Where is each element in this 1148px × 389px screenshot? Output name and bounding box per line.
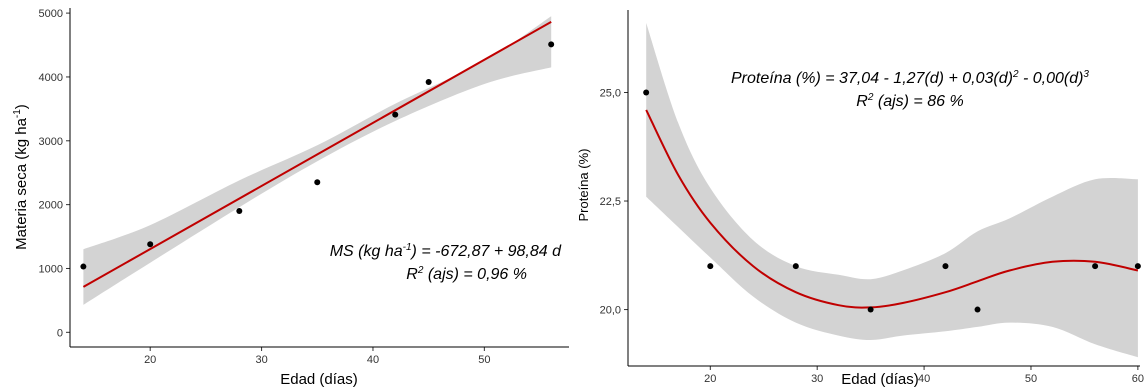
left-r-squared: R2 (ajs) = 0,96 % (406, 265, 527, 283)
left-fit-line (82, 21, 552, 288)
data-point (548, 41, 555, 48)
right-confidence-band (646, 23, 1138, 358)
x-tick-label: 20 (704, 373, 716, 385)
y-tick-label: 3000 (39, 136, 63, 148)
y-tick-label: 4000 (39, 72, 63, 84)
left-y-axis-title: Materia seca (kg ha-1) (12, 104, 30, 250)
data-point (707, 263, 714, 270)
y-tick-label: 20,0 (600, 305, 621, 317)
right-y-axis-title: Proteína (%) (576, 149, 591, 222)
right-fit-line (645, 109, 1139, 309)
data-point (236, 208, 243, 215)
y-tick-label: 2000 (39, 200, 63, 212)
y-tick-label: 25,0 (600, 87, 621, 99)
data-point (392, 111, 399, 118)
left-points (80, 41, 555, 270)
right-x-axis-title: Edad (días) (841, 371, 919, 388)
y-tick-label: 5000 (39, 8, 63, 20)
right-equation: Proteína (%) = 37,04 - 1,27(d) + 0,03(d)… (731, 69, 1089, 87)
x-tick-label: 50 (1025, 373, 1037, 385)
y-tick-label: 0 (57, 327, 63, 339)
x-tick-label: 30 (811, 373, 823, 385)
x-tick-label: 30 (255, 354, 267, 366)
right-x-ticks: 20 30 40 50 60 (704, 366, 1144, 385)
data-point (80, 263, 87, 270)
data-point (147, 241, 154, 248)
data-point (974, 306, 981, 313)
left-equation: MS (kg ha-1) = -672,87 + 98,84 d (330, 242, 562, 260)
data-point (867, 306, 874, 313)
left-x-ticks: 20 30 40 50 (144, 347, 490, 366)
data-point (425, 79, 432, 86)
data-point (1134, 263, 1141, 270)
left-y-ticks: 0 1000 2000 3000 4000 5000 (39, 8, 70, 339)
right-r-squared: R2 (ajs) = 86 % (856, 92, 963, 110)
right-points (643, 89, 1141, 313)
x-tick-label: 60 (1132, 373, 1144, 385)
data-point (314, 179, 321, 186)
left-confidence-band (83, 16, 552, 305)
chart-right: 20 30 40 50 60 20,0 22,5 25,0 Edad (días) Prot… (576, 10, 1144, 388)
data-point (643, 89, 650, 96)
data-point (1092, 263, 1099, 270)
data-point (792, 263, 799, 270)
x-tick-label: 20 (144, 354, 156, 366)
y-tick-label: 1000 (39, 263, 63, 275)
left-x-axis-title: Edad (días) (280, 371, 358, 388)
right-y-ticks: 20,0 22,5 25,0 (600, 87, 628, 317)
chart-left: 20 30 40 50 0 1000 2000 3000 4000 5000 Edad (día… (12, 8, 569, 388)
y-tick-label: 22,5 (600, 196, 621, 208)
x-tick-label: 40 (918, 373, 930, 385)
data-point (942, 263, 949, 270)
x-tick-label: 50 (478, 354, 490, 366)
x-tick-label: 40 (367, 354, 379, 366)
